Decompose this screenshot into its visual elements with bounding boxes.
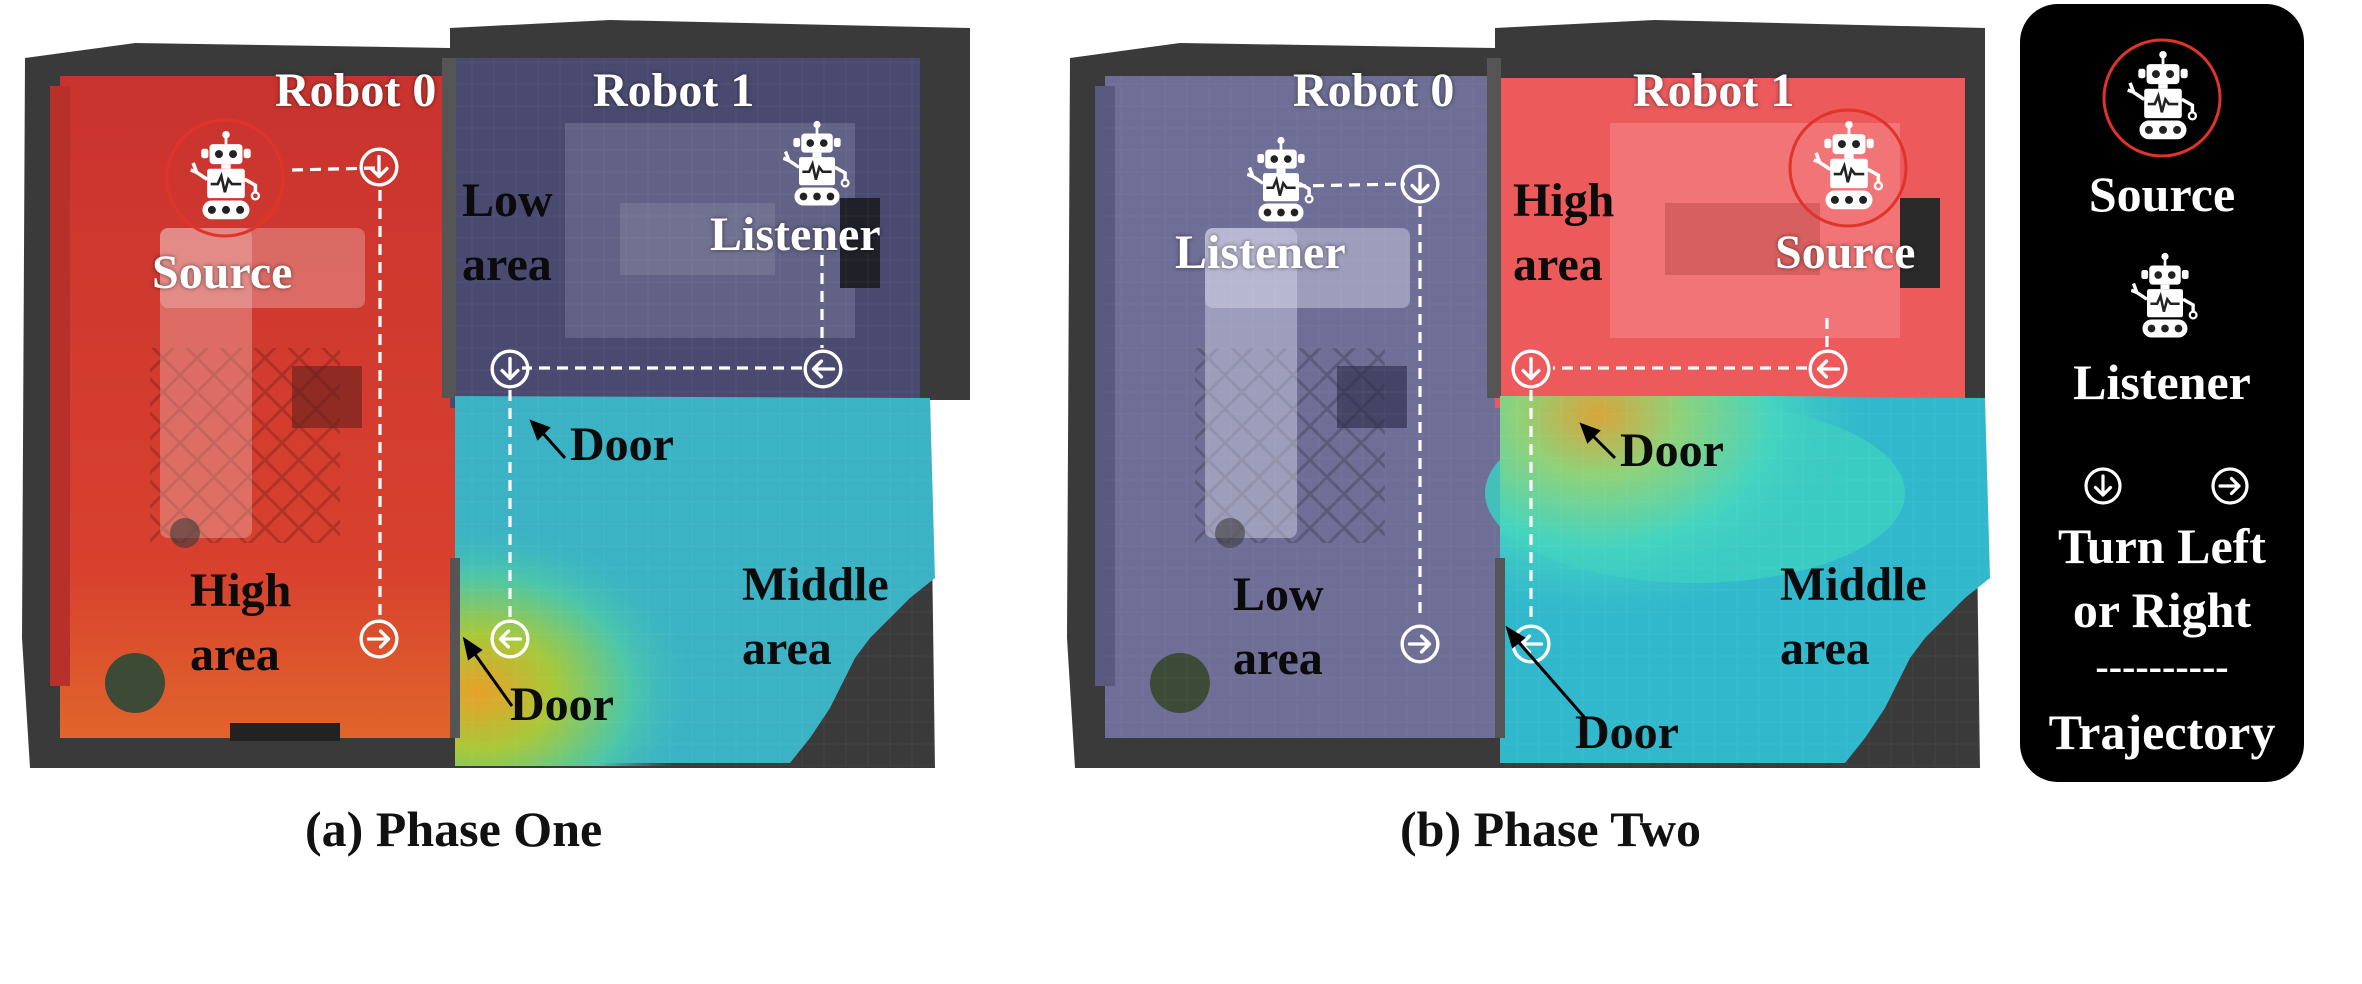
- low-area-label-2: area: [1233, 632, 1323, 685]
- middle-area-label-1: Middle: [1780, 558, 1927, 611]
- robot-icon: [2127, 50, 2198, 142]
- plant: [105, 653, 165, 713]
- trajectory-robot0: [291, 166, 382, 618]
- middle-area-label-2: area: [742, 622, 832, 675]
- robot-icon: [2131, 252, 2199, 340]
- legend-turn-label-1: Turn Left: [2058, 518, 2266, 574]
- source-label: Source: [152, 246, 293, 299]
- listener-label: Listener: [710, 208, 881, 261]
- legend-trajectory-line: ----------: [2095, 644, 2229, 689]
- source-ring: [165, 118, 285, 238]
- robot1-label: Robot 1: [593, 64, 755, 117]
- floorplan-phase-one: [22, 20, 970, 768]
- caption-phase-two: (b) Phase Two: [1400, 801, 1701, 857]
- legend-trajectory-label: Trajectory: [2048, 704, 2276, 760]
- trajectory-robot1: [508, 255, 824, 618]
- legend-turn-label-2: or Right: [2072, 582, 2252, 638]
- robot1-label: Robot 1: [1633, 64, 1795, 117]
- turn-right-icon: [2211, 467, 2249, 505]
- trajectory-robot0: [1294, 182, 1422, 618]
- floorplan-phase-two: [1067, 20, 1990, 768]
- table: [292, 366, 362, 428]
- trajectory-robot1: [1529, 318, 1829, 618]
- legend-listener-label: Listener: [2073, 354, 2251, 410]
- high-area-label-2: area: [1513, 238, 1603, 291]
- high-area-label-2: area: [190, 628, 280, 681]
- low-area-label-1: Low: [1233, 568, 1324, 621]
- source-ring: [2102, 38, 2222, 158]
- source-ring: [1788, 108, 1908, 228]
- sofa: [160, 228, 252, 538]
- listener-label: Listener: [1175, 226, 1346, 279]
- door-label-top: Door: [570, 418, 674, 471]
- door-label-bottom: Door: [1575, 706, 1679, 759]
- panel-phase-two: Robot 0 Robot 1 Source Listener High are…: [1055, 18, 2020, 793]
- caption-phase-one: (a) Phase One: [305, 801, 603, 857]
- door-label-top: Door: [1620, 424, 1724, 477]
- legend-source-label: Source: [2088, 166, 2236, 222]
- door-label-bottom: Door: [510, 678, 614, 731]
- robot0-label: Robot 0: [275, 64, 437, 117]
- panel-phase-one: Robot 0 Robot 1 Source Listener Low area…: [10, 18, 970, 793]
- middle-area-label-1: Middle: [742, 558, 889, 611]
- source-label: Source: [1775, 226, 1916, 279]
- robot0-label: Robot 0: [1293, 64, 1455, 117]
- legend: Source Listener Turn Left or Right -----…: [2020, 4, 2304, 782]
- middle-area-label-2: area: [1780, 622, 1870, 675]
- low-area-label-2: area: [462, 238, 552, 291]
- low-area-label-1: Low: [462, 174, 553, 227]
- high-area-label-1: High: [1513, 174, 1615, 227]
- high-area-label-1: High: [190, 564, 292, 617]
- turn-down-icon: [2084, 467, 2122, 505]
